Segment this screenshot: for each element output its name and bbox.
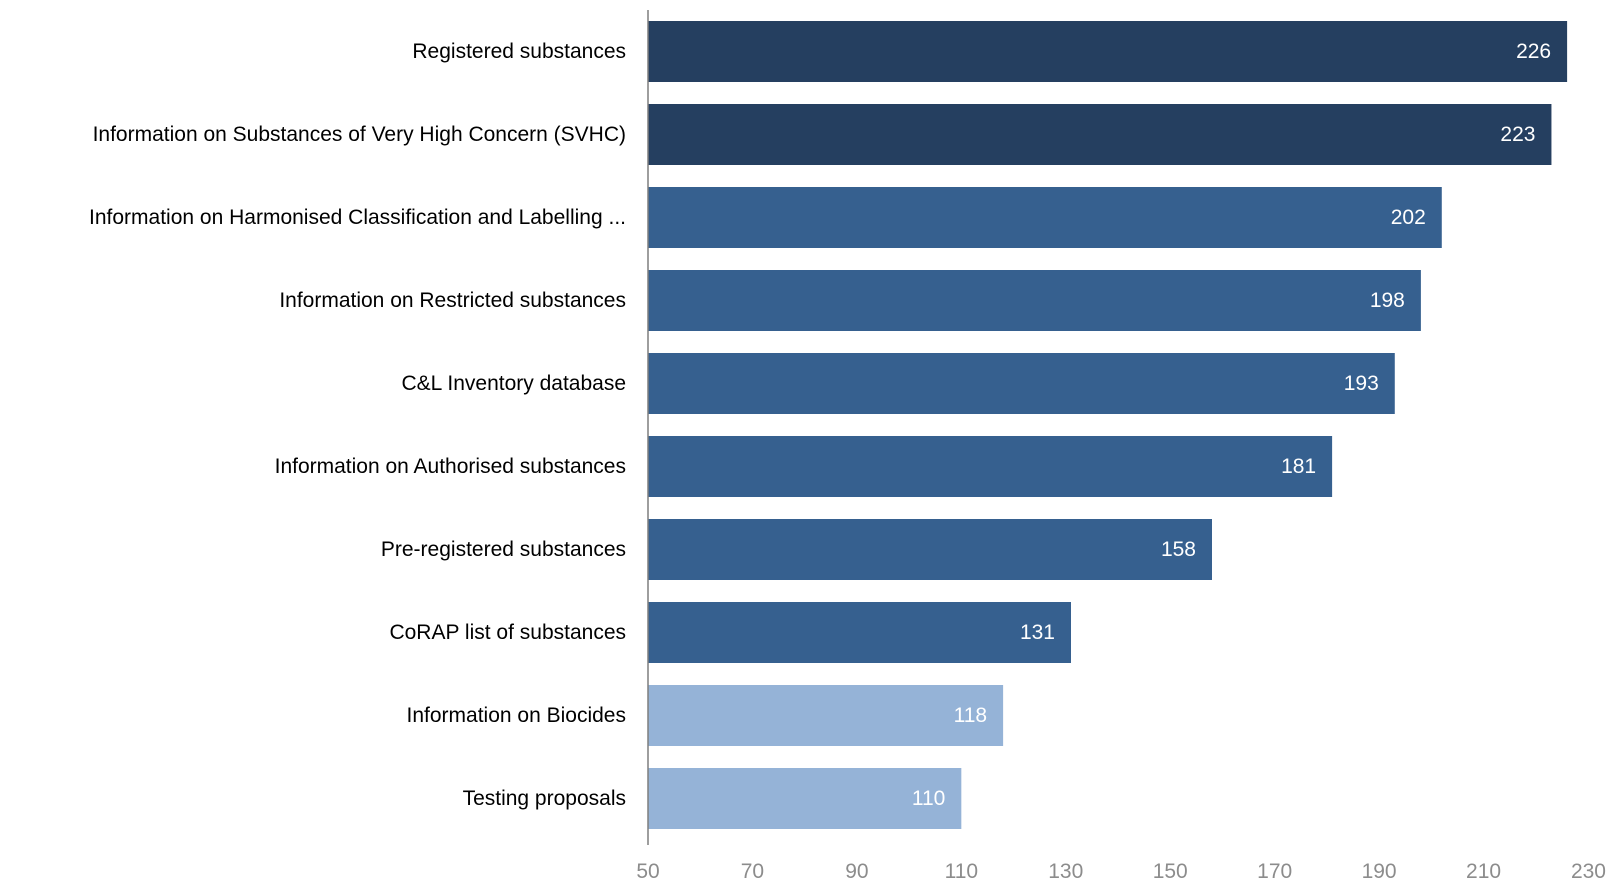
- bar-8: [648, 685, 1004, 746]
- x-tick-label-6: 170: [1257, 860, 1292, 883]
- bar-value-label-9: 110: [912, 787, 945, 810]
- bar-value-label-2: 202: [1391, 206, 1426, 229]
- category-label-3: Information on Restricted substances: [279, 289, 626, 312]
- x-tick-label-2: 90: [845, 860, 868, 883]
- x-tick-label-8: 210: [1466, 860, 1501, 883]
- category-label-6: Pre-registered substances: [381, 538, 626, 561]
- bar-value-label-1: 223: [1500, 123, 1535, 146]
- category-label-4: C&L Inventory database: [401, 372, 626, 395]
- bar-value-label-4: 193: [1344, 372, 1379, 395]
- x-tick-label-4: 130: [1048, 860, 1083, 883]
- bar-6: [648, 519, 1212, 580]
- bar-2: [648, 187, 1442, 248]
- bar-value-label-8: 118: [954, 704, 987, 727]
- bar-value-label-6: 158: [1161, 538, 1196, 561]
- bar-1: [648, 104, 1552, 165]
- category-label-2: Information on Harmonised Classification…: [89, 206, 626, 229]
- bar-value-label-0: 226: [1516, 40, 1551, 63]
- bar-value-label-3: 198: [1370, 289, 1405, 312]
- category-label-7: CoRAP list of substances: [389, 621, 626, 644]
- value-labels-group: 226 223 202 198 193 181 158 131 118 110: [912, 40, 1551, 810]
- x-tick-label-7: 190: [1362, 860, 1397, 883]
- bar-5: [648, 436, 1333, 497]
- category-label-9: Testing proposals: [463, 787, 626, 810]
- bars-group: [648, 21, 1568, 829]
- bar-4: [648, 353, 1395, 414]
- bar-0: [648, 21, 1568, 82]
- category-label-1: Information on Substances of Very High C…: [93, 123, 626, 146]
- bar-value-label-5: 181: [1281, 455, 1316, 478]
- x-tick-label-5: 150: [1153, 860, 1188, 883]
- category-label-5: Information on Authorised substances: [275, 455, 626, 478]
- category-labels-group: Registered substances Information on Subs…: [89, 40, 626, 810]
- bar-3: [648, 270, 1421, 331]
- bar-value-label-7: 131: [1020, 621, 1055, 644]
- bar-7: [648, 602, 1071, 663]
- x-tick-label-3: 110: [945, 860, 978, 883]
- x-tick-label-9: 230: [1571, 860, 1606, 883]
- x-tick-label-1: 70: [741, 860, 764, 883]
- x-tick-label-0: 50: [636, 860, 659, 883]
- category-label-8: Information on Biocides: [407, 704, 626, 727]
- x-axis-tick-labels-group: 50 70 90 110 130 150 170 190 210 230: [636, 860, 1606, 883]
- bar-9: [648, 768, 962, 829]
- category-label-0: Registered substances: [412, 40, 626, 63]
